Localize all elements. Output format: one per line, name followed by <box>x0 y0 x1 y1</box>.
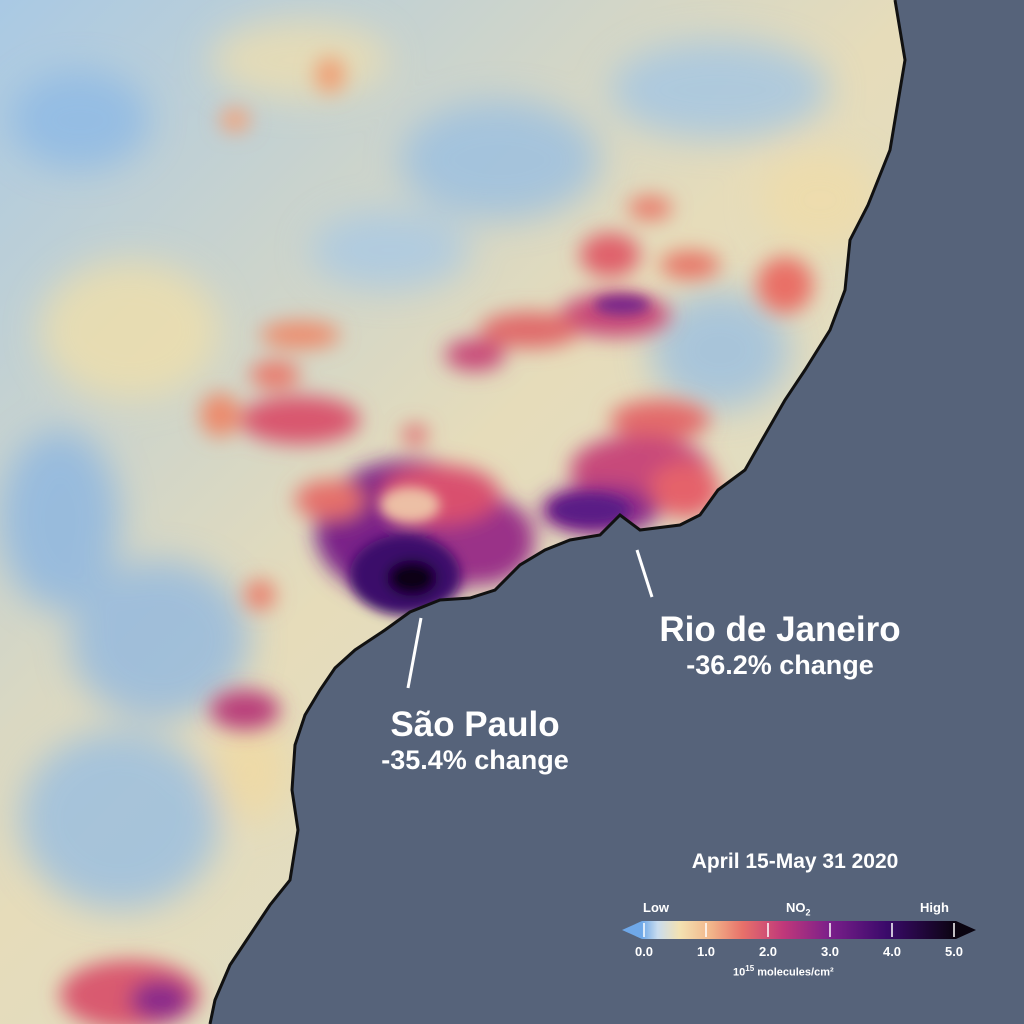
city-change: -35.4% change <box>381 745 569 775</box>
pollutant-subscript: 2 <box>805 907 811 918</box>
sao-paulo-label: São Paulo -35.4% change <box>330 705 620 776</box>
pollutant-symbol: NO <box>786 900 806 915</box>
colorbar-tick-label: 2.0 <box>758 944 778 959</box>
city-name: São Paulo <box>390 705 560 744</box>
rio-label: Rio de Janeiro -36.2% change <box>620 610 940 681</box>
unit-label: 1015 molecules/cm² <box>733 964 834 979</box>
date-range-label: April 15-May 31 2020 <box>691 850 899 873</box>
colorbar-tick-label: 0.0 <box>634 944 654 959</box>
colorbar-tick-label: 1.0 <box>696 944 716 959</box>
unit-prefix: 10 <box>733 966 746 979</box>
colorbar-gradient <box>642 921 956 939</box>
legend-low-label: Low <box>643 900 669 915</box>
city-change: -36.2% change <box>686 650 874 680</box>
colorbar-tick-label: 3.0 <box>820 944 840 959</box>
colorbar <box>622 921 976 939</box>
colorbar-tick-label: 4.0 <box>882 944 902 959</box>
legend-high-label: High <box>920 900 949 915</box>
colorbar-ticks <box>643 923 955 937</box>
sao-paulo-pointer <box>406 617 423 689</box>
city-name: Rio de Janeiro <box>659 610 901 649</box>
unit-exponent: 15 <box>745 964 755 973</box>
colorbar-high-arrow <box>956 921 976 939</box>
unit-suffix: molecules/cm² <box>754 966 834 979</box>
colorbar-tick-label: 5.0 <box>944 944 964 959</box>
legend-pollutant: NO2 <box>786 900 811 918</box>
colorbar-low-arrow <box>622 921 642 939</box>
coastline <box>208 0 907 1024</box>
rio-pointer <box>635 549 654 598</box>
